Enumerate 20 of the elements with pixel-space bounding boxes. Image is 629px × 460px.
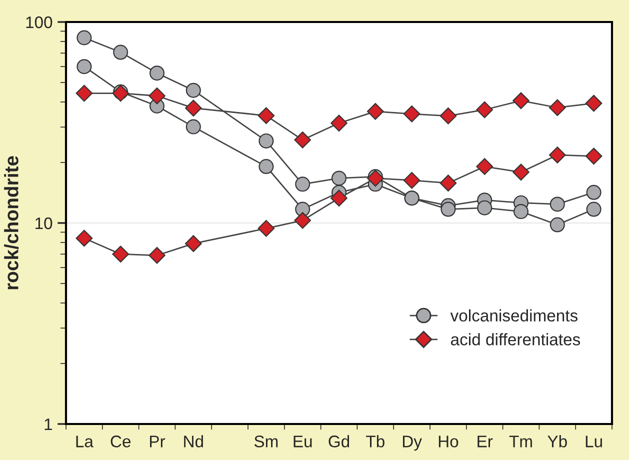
legend-label: acid differentiates (451, 333, 580, 346)
x-tick-label: Dy (402, 436, 422, 451)
x-tick-label: Tb (366, 435, 384, 448)
y-tick-label: 10 (36, 217, 52, 230)
legend-label: volcanisediments (450, 309, 578, 322)
x-tick-label: Pr (150, 436, 166, 448)
x-tick-label: Tm (509, 436, 532, 448)
y-tick-label: 1 (44, 418, 52, 430)
x-tick-label: Ho (438, 436, 458, 448)
x-tick-label: La (76, 436, 94, 448)
y-tick-label: 100 (26, 16, 52, 28)
x-tick-label: Gd (328, 435, 350, 448)
x-tick-label: Ce (110, 436, 131, 448)
x-tick-label: Er (478, 436, 493, 448)
y-axis-title: rock/chondrite (4, 156, 19, 290)
x-tick-label: Yb (548, 435, 567, 448)
x-tick-label: Nd (184, 435, 203, 448)
x-tick-label: Lu (586, 436, 602, 448)
x-tick-label: Sm (254, 436, 278, 448)
x-tick-label: Eu (294, 436, 312, 448)
